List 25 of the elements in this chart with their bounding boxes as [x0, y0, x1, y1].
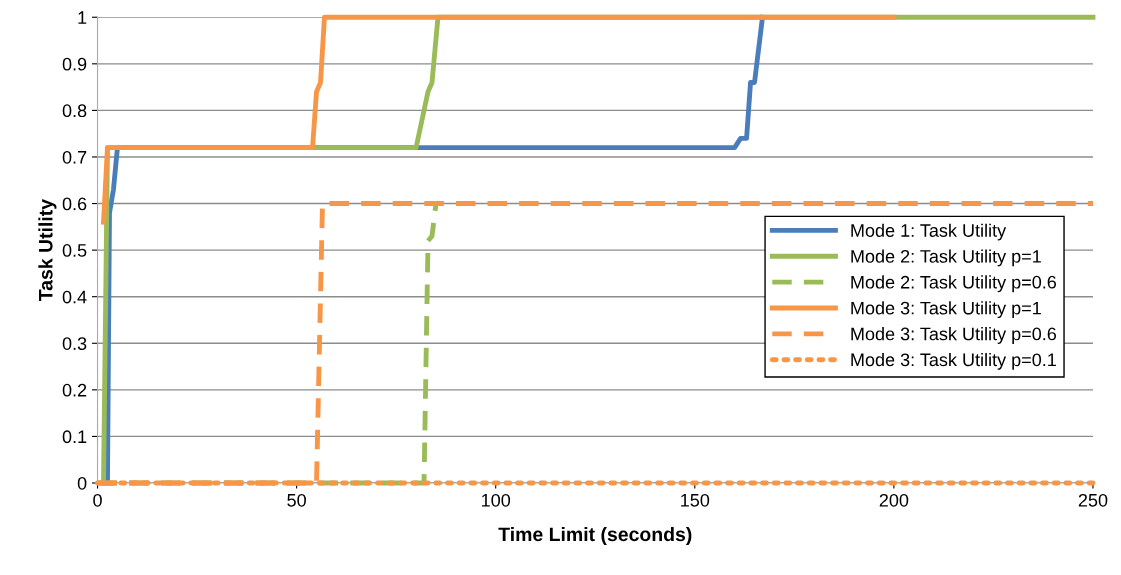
legend-label: Mode 2: Task Utility p=1	[851, 249, 1041, 267]
y-tick-label: 0.1	[62, 430, 87, 444]
x-axis-title: Time Limit (seconds)	[498, 526, 692, 546]
y-axis-title: Task Utility	[38, 199, 57, 302]
x-tick-label: 100	[482, 493, 511, 507]
legend-label: Mode 3: Task Utility p=0.6	[851, 327, 1057, 344]
x-tick-label: 50	[287, 493, 306, 507]
y-tick-label: 1	[78, 11, 87, 24]
y-tick-label: 0	[77, 476, 87, 490]
y-tick-label: 0.2	[62, 383, 87, 397]
y-tick-label: 0.9	[62, 57, 87, 71]
legend-label: Mode 2: Task Utility p=0.6	[851, 275, 1057, 293]
y-tick-label: 0.5	[62, 244, 87, 257]
y-tick-label: 0.6	[62, 197, 87, 211]
y-tick-label: 0.8	[62, 104, 87, 118]
legend-label: Mode 3: Task Utility p=1	[851, 301, 1041, 319]
y-tick-label: 0.4	[62, 290, 87, 304]
x-tick-label: 250	[1078, 493, 1108, 507]
legend-label: Mode 3: Task Utility p=0.1	[851, 352, 1056, 370]
x-tick-label: 200	[879, 493, 909, 507]
x-tick-label: 150	[681, 493, 710, 507]
x-tick-label: 0	[93, 493, 102, 507]
legend-label: Mode 1: Task Utility	[851, 223, 1007, 241]
y-tick-label: 0.7	[62, 150, 87, 164]
y-tick-label: 0.3	[62, 337, 87, 350]
